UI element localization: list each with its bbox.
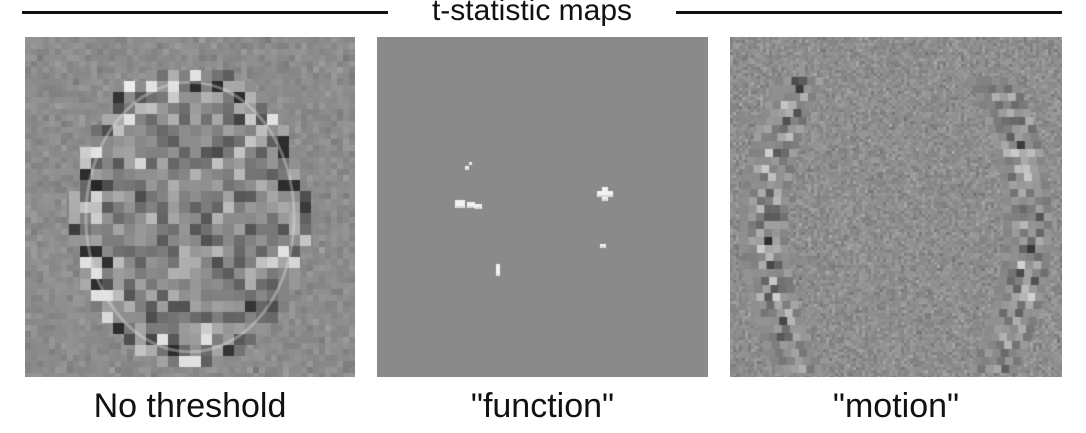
map-image-motion	[730, 37, 1062, 377]
map-image-no-threshold	[25, 37, 355, 377]
title-rule-right	[676, 11, 1062, 14]
figure-header: t-statistic maps	[0, 0, 1086, 34]
map-motion	[730, 37, 1062, 377]
map-image-function	[377, 37, 708, 377]
caption-function: "function"	[470, 387, 615, 425]
map-function	[377, 37, 708, 377]
figure-title: t-statistic maps	[431, 0, 633, 27]
caption-no-threshold: No threshold	[93, 387, 287, 425]
caption-motion: "motion"	[832, 387, 960, 425]
title-rule-left	[22, 11, 388, 14]
map-no-threshold	[25, 37, 355, 377]
